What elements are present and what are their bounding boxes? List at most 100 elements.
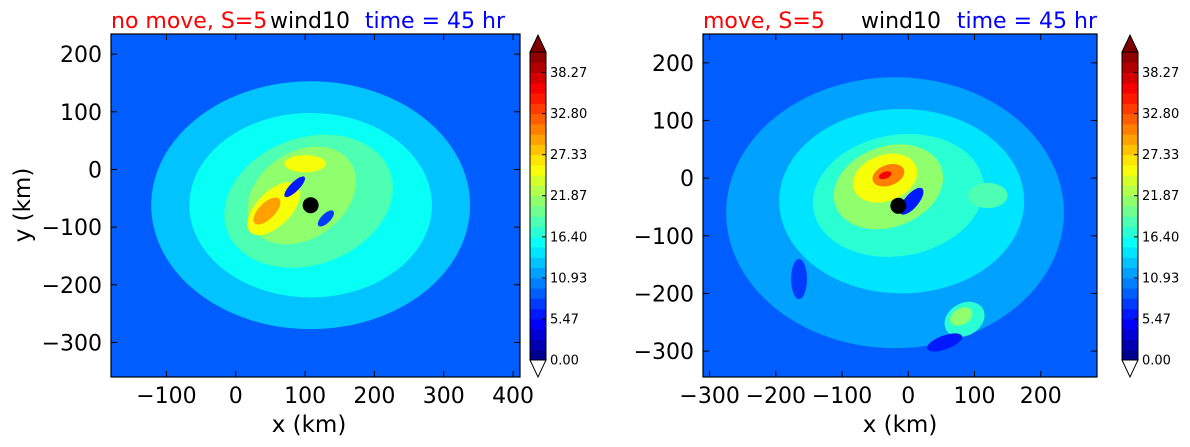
- title-time: time = 45 hr: [365, 9, 506, 34]
- colorbar-segment: [530, 144, 546, 156]
- y-tick-label: −200: [634, 282, 694, 307]
- colorbar-segment: [1122, 62, 1138, 74]
- colorbar-tick-label: 38.27: [550, 66, 587, 81]
- y-tick-label: 100: [652, 109, 694, 134]
- wind-contour-region: [967, 182, 1008, 209]
- colorbar-segment: [1122, 103, 1138, 115]
- title-time: time = 45 hr: [957, 9, 1098, 34]
- x-tick-label: 300: [423, 384, 465, 409]
- colorbar-segment: [530, 298, 546, 310]
- colorbar-tick-label: 16.40: [1142, 230, 1179, 245]
- x-tick-label: 0: [229, 384, 243, 409]
- colorbar-segment: [1122, 247, 1138, 258]
- colorbar-segment: [530, 52, 546, 63]
- wind-contour-region: [253, 197, 281, 225]
- y-tick-label: 0: [680, 167, 694, 192]
- colorbar-segment: [530, 164, 546, 176]
- title-scenario: move, S=5: [703, 9, 825, 34]
- storm-center-marker: [890, 197, 907, 214]
- panel-no-move: no move, S=5 wind10 time = 45 hr −100 0 10…: [10, 9, 587, 438]
- x-axis: −100 0 100 200 300 400: [136, 34, 534, 409]
- x-axis-label: x (km): [272, 412, 347, 438]
- title-variable: wind10: [861, 9, 941, 34]
- colorbar-segment: [1122, 93, 1138, 104]
- colorbar-segment: [530, 123, 546, 135]
- x-tick-label: −100: [812, 384, 872, 409]
- colorbar-segment: [530, 93, 546, 104]
- colorbar-segment: [530, 288, 546, 299]
- colorbar-tick-label: 5.47: [550, 312, 579, 327]
- colorbar-segment: [1122, 339, 1138, 351]
- colorbar-segment: [530, 134, 546, 145]
- title-scenario: no move, S=5: [111, 9, 267, 34]
- colorbar-segment: [530, 206, 546, 217]
- wind-contour-region: [284, 155, 326, 173]
- colorbar-tick-label: 0.00: [550, 354, 579, 369]
- colorbar-tick-label: 27.33: [1142, 148, 1179, 163]
- x-tick-label: −100: [136, 384, 196, 409]
- wind-contour-region: [317, 210, 334, 227]
- y-tick-label: −300: [42, 331, 102, 356]
- x-tick-label: −300: [679, 384, 739, 409]
- colorbar-segment: [1122, 236, 1138, 248]
- colorbar-tick-label: 21.87: [1142, 189, 1179, 204]
- colorbar-segment: [1122, 52, 1138, 63]
- wind-contour-region: [878, 171, 892, 180]
- x-axis-label: x (km): [863, 412, 938, 438]
- colorbar-extend-min: [529, 359, 547, 379]
- x-tick-label: 100: [953, 384, 995, 409]
- panel-title: no move, S=5 wind10 time = 45 hr: [111, 9, 506, 34]
- colorbar-segment: [530, 329, 546, 340]
- colorbar-segment: [1122, 72, 1138, 84]
- x-tick-label: 0: [901, 384, 915, 409]
- y-tick-label: −100: [634, 225, 694, 250]
- y-tick-label: 0: [88, 158, 102, 183]
- plot-frame: [702, 33, 1098, 378]
- x-tick-label: 100: [284, 384, 326, 409]
- panel-move: move, S=5 wind10 time = 45 hr −300 −200 −1…: [634, 9, 1180, 438]
- colorbar-tick-label: 0.00: [1142, 354, 1171, 369]
- colorbar-segment: [1122, 195, 1138, 207]
- colorbar-extend-max: [1121, 33, 1139, 53]
- y-axis-label: y (km): [10, 168, 36, 243]
- colorbar-segment: [530, 349, 546, 361]
- colorbar-tick-label: 21.87: [550, 189, 587, 204]
- wind-contour-region: [791, 258, 807, 300]
- colorbar-segment: [530, 62, 546, 74]
- colorbar-segment: [530, 247, 546, 258]
- colorbar: 0.00 5.47 10.93 16.40 21.87 27.33 32.80 38.27: [529, 33, 587, 379]
- colorbar-segment: [530, 185, 546, 197]
- x-tick-label: 200: [1020, 384, 1062, 409]
- colorbar: 0.00 5.47 10.93 16.40 21.87 27.33 32.80 38.27: [1121, 33, 1179, 379]
- colorbar-segment: [530, 318, 546, 330]
- title-variable: wind10: [270, 9, 350, 34]
- y-tick-label: 200: [60, 43, 102, 68]
- colorbar-segment: [530, 339, 546, 351]
- colorbar-segment: [530, 82, 546, 94]
- colorbar-segment: [1122, 267, 1138, 279]
- colorbar-segment: [1122, 82, 1138, 94]
- y-tick-label: −200: [42, 274, 102, 299]
- y-tick-label: 100: [60, 101, 102, 126]
- colorbar-segment: [530, 103, 546, 115]
- x-tick-label: −200: [746, 384, 806, 409]
- colorbar-segment: [1122, 257, 1138, 269]
- colorbar-segment: [1122, 226, 1138, 238]
- colorbar-segment: [1122, 144, 1138, 156]
- colorbar-segment: [1122, 277, 1138, 289]
- colorbar-segment: [1122, 164, 1138, 176]
- colorbar-segment: [530, 257, 546, 269]
- colorbar-tick-label: 32.80: [550, 107, 587, 122]
- panel-title: move, S=5 wind10 time = 45 hr: [703, 9, 1098, 34]
- colorbar-segment: [530, 236, 546, 248]
- y-tick-label: −100: [42, 216, 102, 241]
- colorbar-segment: [1122, 123, 1138, 135]
- colorbar-tick-label: 27.33: [550, 148, 587, 163]
- wind-contour-region: [950, 307, 973, 326]
- colorbar-segment: [1122, 288, 1138, 299]
- colorbar-frame: [529, 51, 547, 361]
- colorbar-segment: [1122, 154, 1138, 166]
- colorbar-extend-min: [1121, 359, 1139, 379]
- colorbar-extend-max: [529, 33, 547, 53]
